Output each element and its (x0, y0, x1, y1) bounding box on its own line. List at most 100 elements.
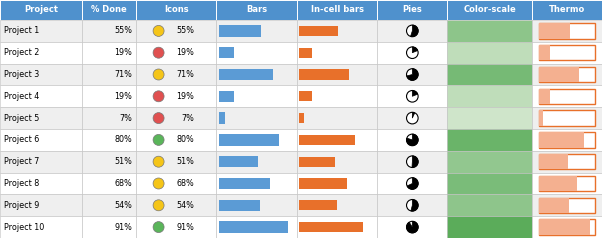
Bar (136, 216, 217, 238)
Text: Bars: Bars (246, 5, 267, 15)
Text: Project 7: Project 7 (4, 157, 39, 166)
Bar (447, 216, 532, 238)
Bar (539, 110, 595, 126)
Text: 54%: 54% (176, 201, 194, 210)
Bar (539, 176, 577, 191)
Wedge shape (412, 47, 418, 53)
Circle shape (153, 156, 164, 167)
Bar (447, 129, 532, 151)
Bar (297, 129, 377, 151)
Bar (299, 157, 335, 167)
Wedge shape (406, 134, 418, 146)
Text: 71%: 71% (114, 70, 132, 79)
Bar (299, 178, 347, 188)
Bar (539, 45, 595, 60)
Text: Thermo: Thermo (549, 5, 585, 15)
Bar (532, 0, 602, 20)
Bar (136, 85, 217, 107)
Text: 7%: 7% (181, 114, 194, 123)
Bar (377, 64, 447, 85)
Text: Color-scale: Color-scale (464, 5, 516, 15)
Bar (82, 194, 136, 216)
Circle shape (153, 222, 164, 233)
Bar (447, 42, 532, 64)
Text: Project 5: Project 5 (4, 114, 39, 123)
Text: 19%: 19% (114, 92, 132, 101)
Bar (539, 89, 595, 104)
Bar (82, 0, 136, 20)
Circle shape (406, 156, 418, 168)
Bar (220, 112, 225, 124)
Text: 55%: 55% (176, 26, 194, 35)
Wedge shape (407, 69, 418, 80)
Text: Project 6: Project 6 (4, 135, 39, 144)
Bar (297, 194, 377, 216)
Bar (299, 26, 338, 36)
Text: 68%: 68% (176, 179, 194, 188)
Bar (0, 129, 82, 151)
Bar (220, 221, 288, 233)
Bar (220, 91, 234, 102)
Bar (136, 151, 217, 173)
Bar (217, 173, 297, 194)
Bar (217, 107, 297, 129)
Bar (220, 134, 279, 146)
Bar (217, 0, 297, 20)
Bar (0, 151, 82, 173)
Bar (377, 129, 447, 151)
Bar (447, 85, 532, 107)
Bar (297, 107, 377, 129)
Bar (532, 107, 602, 129)
Bar (217, 85, 297, 107)
Circle shape (406, 178, 418, 189)
Bar (0, 85, 82, 107)
Bar (220, 178, 270, 189)
Bar (539, 45, 550, 60)
Bar (0, 194, 82, 216)
Wedge shape (411, 25, 418, 37)
Bar (532, 42, 602, 64)
Bar (217, 42, 297, 64)
Bar (447, 107, 532, 129)
Bar (0, 216, 82, 238)
Bar (297, 151, 377, 173)
Circle shape (406, 134, 418, 146)
Bar (82, 64, 136, 85)
Bar (532, 151, 602, 173)
Bar (217, 64, 297, 85)
Bar (299, 222, 363, 232)
Text: 51%: 51% (114, 157, 132, 166)
Bar (539, 198, 595, 213)
Circle shape (153, 113, 164, 124)
Bar (299, 135, 356, 145)
Bar (82, 151, 136, 173)
Circle shape (153, 178, 164, 189)
Bar (217, 194, 297, 216)
Bar (532, 173, 602, 194)
Bar (136, 42, 217, 64)
Circle shape (153, 134, 164, 145)
Bar (136, 194, 217, 216)
Bar (539, 23, 595, 39)
Bar (0, 0, 82, 20)
Bar (82, 129, 136, 151)
Bar (539, 89, 550, 104)
Bar (82, 173, 136, 194)
Bar (220, 69, 273, 80)
Bar (539, 110, 543, 126)
Circle shape (406, 69, 418, 80)
Wedge shape (406, 221, 418, 233)
Text: 19%: 19% (176, 48, 194, 57)
Bar (539, 219, 590, 235)
Text: 19%: 19% (176, 92, 194, 101)
Bar (82, 107, 136, 129)
Wedge shape (412, 90, 418, 96)
Text: 80%: 80% (114, 135, 132, 144)
Text: Project 10: Project 10 (4, 223, 45, 232)
Bar (0, 107, 82, 129)
Bar (136, 173, 217, 194)
Bar (297, 42, 377, 64)
Bar (539, 219, 595, 235)
Bar (539, 67, 595, 82)
Bar (539, 132, 584, 148)
